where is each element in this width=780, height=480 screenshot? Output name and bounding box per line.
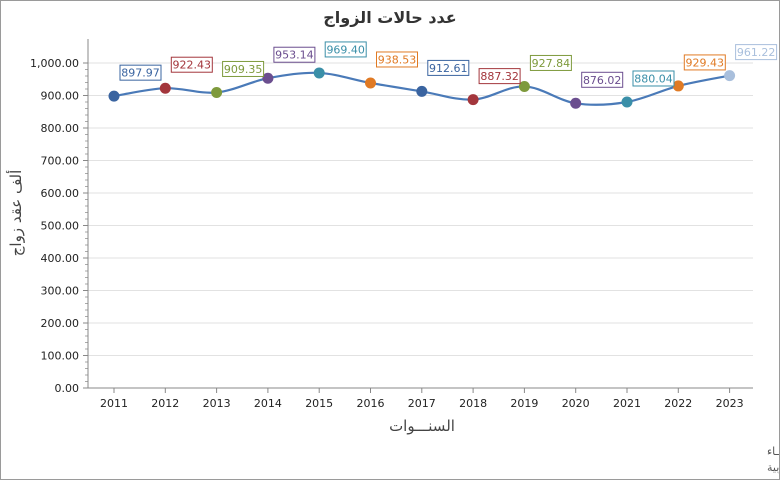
data-label: 897.97 bbox=[121, 67, 160, 80]
data-point bbox=[262, 72, 274, 84]
data-point bbox=[467, 94, 479, 106]
data-label: 922.43 bbox=[173, 59, 212, 72]
data-point bbox=[159, 82, 171, 94]
data-label-box bbox=[170, 56, 213, 73]
data-label-box bbox=[222, 60, 265, 77]
x-tick-label: 2017 bbox=[408, 397, 436, 410]
x-tick-label: 2016 bbox=[357, 397, 385, 410]
data-labels: 897.97 922.43 909.35 953.14 969.40 938.53 912.… bbox=[119, 41, 778, 88]
data-point bbox=[724, 70, 736, 82]
data-label: 953.14 bbox=[275, 49, 314, 62]
y-tick-label: 500.00 bbox=[41, 220, 80, 233]
x-tick-label: 2014 bbox=[254, 397, 282, 410]
y-tick-label: 800.00 bbox=[41, 122, 80, 135]
x-tick-label: 2022 bbox=[664, 397, 692, 410]
data-label: 909.35 bbox=[224, 63, 263, 76]
y-tick-label: 100.00 bbox=[41, 350, 80, 363]
x-tick-label: 2021 bbox=[613, 397, 641, 410]
x-tick-label: 2018 bbox=[459, 397, 487, 410]
y-tick-label: 0.00 bbox=[55, 382, 80, 395]
data-points bbox=[108, 67, 736, 109]
data-point bbox=[365, 77, 376, 89]
y-axis-title: ألف عقد زواج bbox=[6, 170, 26, 257]
data-label-box bbox=[324, 41, 367, 58]
data-label-box bbox=[683, 54, 726, 71]
data-label: 961.22 bbox=[737, 46, 776, 59]
x-tick-label: 2015 bbox=[305, 397, 333, 410]
data-point bbox=[211, 86, 223, 98]
data-point bbox=[313, 67, 325, 79]
data-point bbox=[518, 80, 530, 92]
data-point bbox=[108, 90, 120, 102]
x-tick-label: 2019 bbox=[510, 397, 538, 410]
footer-source: المصدر الأساسي للأحصاءات الرسمية لجمهوري… bbox=[767, 460, 779, 474]
axes: 0.00 100.00 200.00 300.00 400.00 500.00 600.00… bbox=[30, 39, 753, 410]
data-label: 876.02 bbox=[583, 74, 622, 87]
data-point bbox=[416, 85, 428, 97]
y-tick-label: 600.00 bbox=[41, 187, 80, 200]
data-point bbox=[621, 96, 633, 108]
grid bbox=[88, 62, 753, 389]
data-label-box bbox=[735, 44, 778, 61]
x-axis-title: السنـــوات bbox=[389, 417, 455, 435]
data-label: 880.04 bbox=[634, 72, 673, 85]
y-tick-label: 200.00 bbox=[41, 317, 80, 330]
data-point bbox=[672, 80, 684, 92]
data-label: 927.84 bbox=[532, 57, 571, 70]
data-label-box bbox=[478, 68, 521, 85]
data-point bbox=[570, 97, 582, 109]
x-tick-label: 2011 bbox=[100, 397, 128, 410]
y-tick-label: 700.00 bbox=[41, 155, 80, 168]
data-label-box bbox=[581, 71, 624, 88]
data-label-box bbox=[632, 70, 675, 87]
x-tick-label: 2023 bbox=[716, 397, 744, 410]
data-label-box bbox=[119, 64, 162, 81]
data-label: 912.61 bbox=[429, 62, 468, 75]
data-label: 887.32 bbox=[480, 70, 519, 83]
data-label: 969.40 bbox=[326, 43, 365, 56]
x-tick-label: 2013 bbox=[203, 397, 231, 410]
y-tick-label: 900.00 bbox=[41, 90, 80, 103]
data-label: 929.43 bbox=[686, 56, 725, 69]
data-label-box bbox=[273, 46, 316, 63]
chart-title: عدد حالات الزواج bbox=[323, 8, 456, 27]
data-label-box bbox=[376, 51, 418, 68]
x-tick-label: 2012 bbox=[151, 397, 179, 410]
data-label-box bbox=[529, 54, 572, 71]
data-label-box bbox=[427, 59, 470, 76]
y-tick-label: 400.00 bbox=[41, 252, 80, 265]
y-tick-label: 300.00 bbox=[41, 285, 80, 298]
y-tick-label: 1,000.00 bbox=[30, 57, 79, 70]
footer-copyright: حقوق الملكية للجهـــاز المركزي للتعبئة ا… bbox=[767, 444, 779, 458]
x-tick-label: 2020 bbox=[562, 397, 590, 410]
data-label: 938.53 bbox=[378, 53, 417, 66]
